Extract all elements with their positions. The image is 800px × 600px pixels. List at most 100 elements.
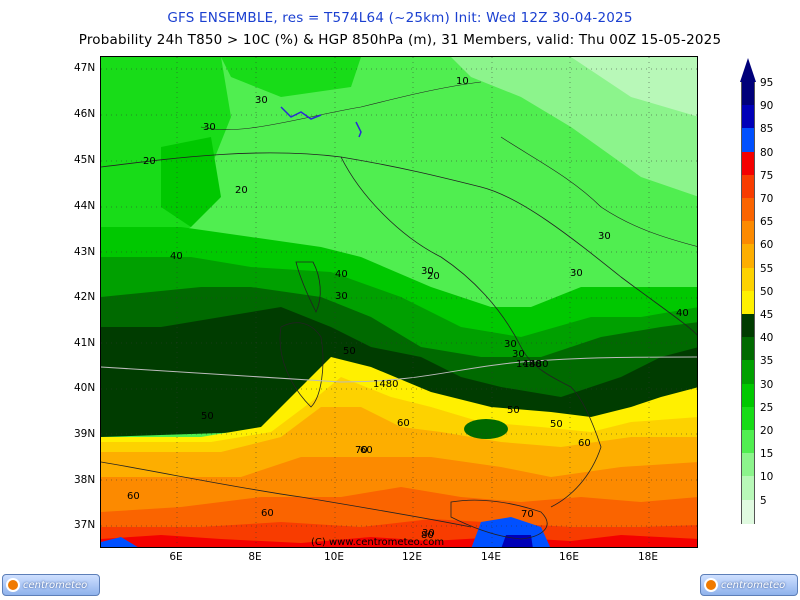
lon-label: 12E	[402, 551, 422, 563]
band-10-15	[571, 57, 697, 117]
probability-contour-label: 30	[570, 268, 583, 279]
coastline-corsica	[295, 261, 321, 313]
probability-contour-label: 20	[235, 185, 248, 196]
probability-contour-label: 50	[201, 411, 214, 422]
legend-swatch	[741, 221, 755, 246]
probability-contour-label: 30	[504, 339, 517, 350]
probability-contour-label: 60	[261, 508, 274, 519]
legend-label: 15	[760, 448, 774, 461]
lat-label: 41N	[74, 337, 96, 349]
legend-swatch	[741, 267, 755, 292]
coastline-adriatic	[101, 152, 697, 336]
probability-contour-label: 80	[421, 530, 434, 541]
legend-label: 80	[760, 146, 774, 159]
probability-contour-label: 60	[397, 418, 410, 429]
band-45-50	[101, 307, 697, 437]
lat-label: 38N	[74, 474, 96, 486]
coastline-sicily	[450, 499, 548, 540]
coastline-italy	[340, 156, 602, 508]
legend-swatch	[741, 105, 755, 130]
legend-label: 10	[760, 471, 774, 484]
legend-label: 60	[760, 239, 774, 252]
probability-contour-label: 30	[335, 291, 348, 302]
probability-contour-label: 30	[598, 231, 611, 242]
legend-swatch	[741, 151, 755, 176]
legend-swatch	[741, 314, 755, 338]
probability-contour-label: 70	[355, 445, 368, 456]
lon-label: 16E	[559, 551, 579, 563]
coordinate-grid	[101, 57, 697, 547]
band-30-35-west	[161, 137, 221, 227]
lake-garda	[355, 121, 362, 138]
centrometeo-mark-icon	[704, 578, 718, 592]
coastline-sardinia	[279, 322, 324, 408]
lake-maggiore	[280, 106, 322, 120]
probability-contour-label: 20	[427, 271, 440, 282]
probability-contour-label: 60	[578, 438, 591, 449]
legend-swatch	[741, 290, 755, 315]
legend-swatch	[741, 430, 755, 454]
legend-label: 65	[760, 216, 774, 229]
coastline-africa	[101, 461, 472, 528]
legend-swatch	[741, 128, 755, 153]
map-canvas: 30 30 20 20 40 40 30 30 10 20 30 30 30 40 50 50 50 50 60 60…	[100, 56, 698, 548]
probability-contour-label: 30	[421, 266, 434, 277]
probability-contour-label: 40	[676, 308, 689, 319]
legend-label: 40	[760, 332, 774, 345]
lat-label: 39N	[74, 428, 96, 440]
lat-label: 45N	[74, 154, 96, 166]
border-alps	[200, 81, 482, 130]
legend-arrow-icon	[740, 58, 756, 82]
copyright-text: (C) www.centrometeo.com	[311, 537, 444, 548]
map-subtitle: Probability 24h T850 > 10C (%) & HGP 850…	[78, 32, 722, 48]
lon-label: 14E	[481, 551, 501, 563]
lon-label: 10E	[324, 551, 344, 563]
band-85-90-west	[101, 537, 138, 547]
legend-swatch	[741, 383, 755, 408]
legend-swatch	[741, 453, 755, 478]
centrometeo-logo-left[interactable]: centrometeo	[2, 574, 100, 596]
legend-label: 50	[760, 285, 774, 298]
legend-label: 20	[760, 425, 774, 437]
probability-contour-label: 40	[335, 269, 348, 280]
lat-label: 47N	[74, 62, 96, 74]
lon-label: 8E	[248, 551, 262, 563]
logo-text: centrometeo	[721, 579, 786, 591]
legend-swatch	[741, 360, 755, 385]
legend-label: 25	[760, 401, 774, 414]
lon-label: 6E	[169, 551, 183, 563]
border-balkans	[500, 136, 697, 247]
legend-label: 30	[760, 378, 774, 391]
probability-contour-label: 30	[422, 528, 435, 539]
legend-swatch	[741, 174, 755, 199]
probability-contour-label: 30	[255, 95, 268, 106]
probability-contour-label: 30	[203, 122, 216, 133]
band-90-95	[501, 535, 533, 547]
legend-swatch	[741, 499, 755, 524]
band-pocket	[464, 419, 508, 439]
legend-label: 95	[760, 77, 774, 89]
logo-text: centrometeo	[23, 579, 88, 591]
centrometeo-logo-right[interactable]: centrometeo	[700, 574, 798, 596]
probability-contour-label: 30	[512, 349, 525, 360]
probability-contour-label: 50	[550, 419, 563, 430]
legend-swatch	[741, 198, 755, 222]
legend-swatch	[741, 82, 755, 106]
map-title: GFS ENSEMBLE, res = T574L64 (~25km) Init…	[167, 10, 633, 26]
legend-label: 70	[760, 193, 774, 205]
lat-label: 40N	[74, 382, 96, 394]
legend-swatch	[741, 244, 755, 269]
probability-contour-label: 50	[507, 405, 520, 416]
legend-label: 45	[760, 309, 774, 321]
centrometeo-mark-icon	[6, 578, 20, 592]
geopotential-label: 1480	[516, 359, 541, 370]
lat-label: 37N	[74, 519, 96, 531]
legend-label: 85	[760, 123, 774, 136]
probability-contour-label: 20	[143, 156, 156, 167]
legend-label: 35	[760, 355, 774, 368]
lat-label: 43N	[74, 246, 96, 258]
geopotential-label: 1480	[523, 359, 548, 370]
lon-label: 18E	[638, 551, 658, 563]
lat-label: 42N	[74, 291, 96, 303]
